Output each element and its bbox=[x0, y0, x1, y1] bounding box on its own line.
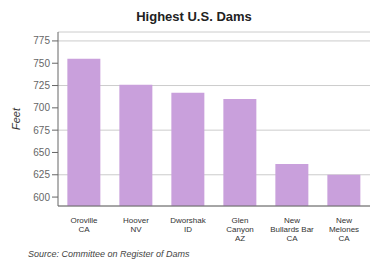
svg-text:700: 700 bbox=[33, 102, 50, 113]
svg-text:HooverNV: HooverNV bbox=[123, 216, 149, 234]
svg-text:775: 775 bbox=[33, 35, 50, 46]
svg-text:DworshakID: DworshakID bbox=[170, 216, 207, 234]
svg-text:GlenCanyonAZ: GlenCanyonAZ bbox=[226, 216, 254, 243]
svg-text:NewMelonesCA: NewMelonesCA bbox=[329, 216, 359, 243]
svg-text:625: 625 bbox=[33, 169, 50, 180]
svg-text:NewBullards BarCA: NewBullards BarCA bbox=[270, 216, 314, 243]
svg-text:650: 650 bbox=[33, 147, 50, 158]
svg-text:600: 600 bbox=[33, 192, 50, 203]
svg-text:725: 725 bbox=[33, 80, 50, 91]
svg-text:750: 750 bbox=[33, 58, 50, 69]
svg-text:675: 675 bbox=[33, 125, 50, 136]
html-text:Source: Committee on Register: Source: Committee on Register of Dams bbox=[28, 249, 190, 259]
svg-text:Feet: Feet bbox=[10, 107, 22, 130]
html-text:Highest U.S. Dams: Highest U.S. Dams bbox=[136, 9, 252, 24]
svg-text:OrovilleCA: OrovilleCA bbox=[70, 216, 98, 234]
